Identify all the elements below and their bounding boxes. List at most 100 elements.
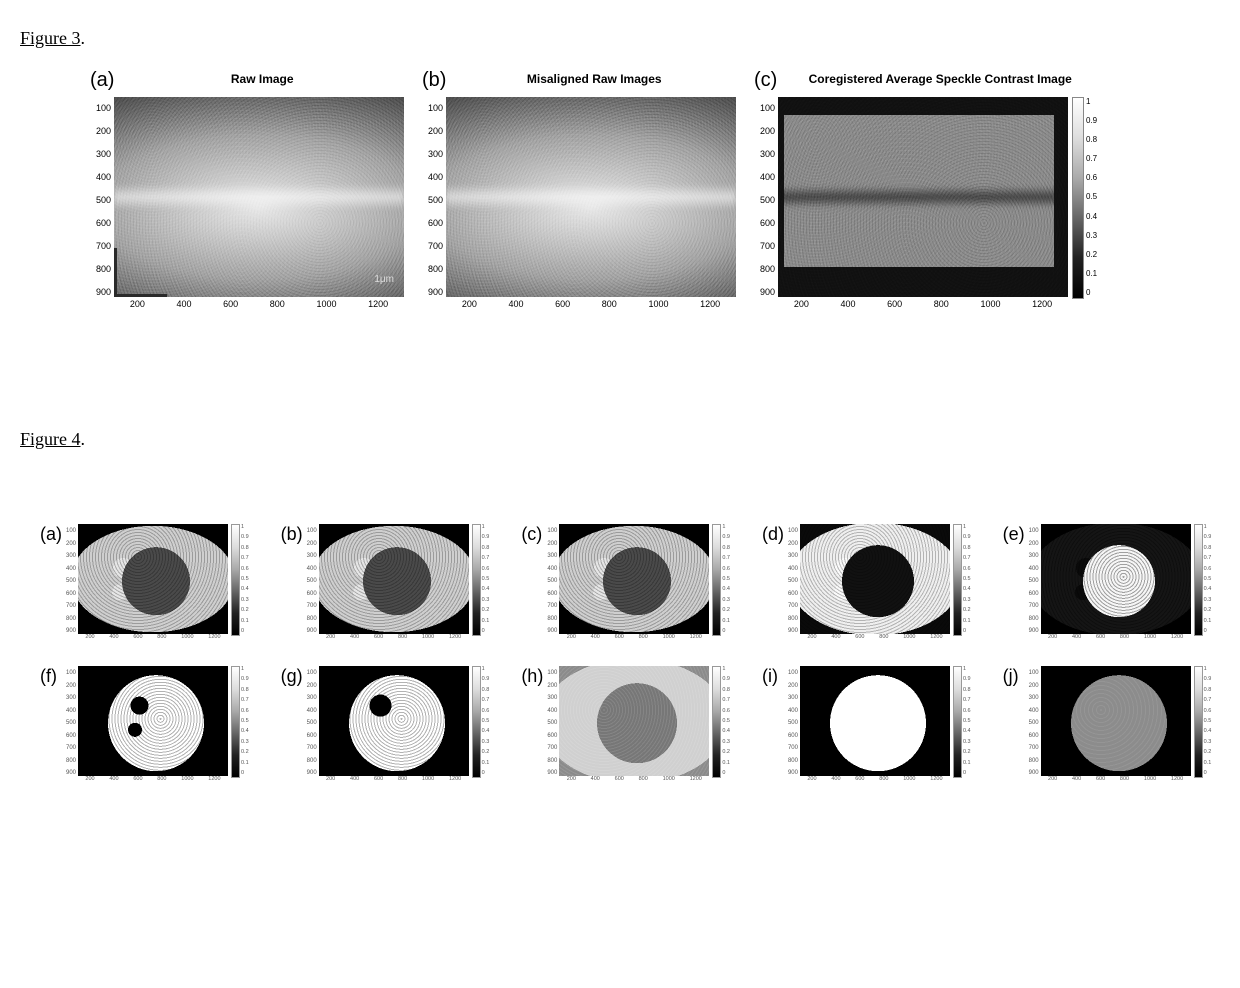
- y-tick-label: 700: [66, 603, 76, 609]
- colorbar-tick-label: 0: [482, 628, 490, 634]
- colorbar-tick-label: 0: [963, 770, 971, 776]
- x-tick-label: 200: [130, 299, 145, 309]
- colorbar-tick-label: 0.5: [963, 576, 971, 582]
- colorbar-tick-label: 1: [963, 666, 971, 672]
- x-tick-label: 200: [462, 299, 477, 309]
- colorbar-tick-label: 0.1: [241, 760, 249, 766]
- x-tick-label: 800: [1120, 634, 1129, 640]
- colorbar-tick-label: 1: [241, 524, 249, 530]
- panel-title: Raw Image: [120, 63, 404, 97]
- x-tick-label: 1000: [980, 299, 1000, 309]
- figure4-panel: (a)10020030040050060070080090010.90.80.7…: [40, 524, 249, 640]
- colorbar-tick-label: 0.4: [722, 728, 730, 734]
- y-tick-label: 700: [307, 745, 317, 751]
- y-ticks: 100200300400500600700800900: [788, 524, 800, 634]
- panel-letter: (b): [281, 524, 307, 545]
- colorbar-ticks: 10.90.80.70.60.50.40.30.20.10: [240, 666, 249, 776]
- x-ticks: 20040060080010001200: [559, 634, 709, 640]
- colorbar-tick-label: 0.4: [482, 586, 490, 592]
- y-tick-label: 400: [307, 566, 317, 572]
- colorbar: 10.90.80.70.60.50.40.30.20.10: [1072, 97, 1097, 297]
- x-tick-label: 400: [840, 299, 855, 309]
- y-tick-label: 700: [788, 745, 798, 751]
- colorbar-tick-label: 0: [1086, 288, 1097, 297]
- colorbar-tick-label: 0.4: [241, 586, 249, 592]
- x-tick-label: 400: [591, 634, 600, 640]
- x-tick-label: 1000: [316, 299, 336, 309]
- x-ticks: 20040060080010001200: [1041, 634, 1191, 640]
- y-tick-label: 900: [422, 287, 443, 297]
- plot-image: [319, 666, 469, 776]
- colorbar-ticks: 10.90.80.70.60.50.40.30.20.10: [721, 524, 730, 634]
- plot-image: [446, 97, 736, 297]
- colorbar-tick-label: 0.3: [241, 597, 249, 603]
- x-tick-label: 800: [879, 776, 888, 782]
- plot-image: 1μm: [114, 97, 404, 297]
- y-tick-label: 500: [307, 578, 317, 584]
- x-tick-label: 1000: [663, 776, 675, 782]
- x-tick-label: 1000: [422, 634, 434, 640]
- colorbar-tick-label: 0.8: [722, 545, 730, 551]
- y-ticks: 100200300400500600700800900: [307, 524, 319, 634]
- colorbar-tick-label: 0.1: [963, 618, 971, 624]
- colorbar-tick-label: 0.2: [1204, 749, 1212, 755]
- colorbar-gradient: [953, 666, 962, 778]
- colorbar-tick-label: 0.8: [482, 545, 490, 551]
- y-tick-label: 500: [66, 578, 76, 584]
- y-ticks: 100200300400500600700800900: [66, 666, 78, 776]
- y-tick-label: 600: [1029, 733, 1039, 739]
- colorbar-tick-label: 0.4: [963, 586, 971, 592]
- y-tick-label: 300: [66, 553, 76, 559]
- y-tick-label: 600: [788, 733, 798, 739]
- x-tick-label: 1200: [208, 634, 220, 640]
- colorbar-tick-label: 1: [1204, 524, 1212, 530]
- colorbar-tick-label: 1: [241, 666, 249, 672]
- colorbar-ticks: 10.90.80.70.60.50.40.30.20.10: [240, 524, 249, 634]
- figure3-heading: Figure 3.: [20, 28, 1220, 49]
- x-tick-label: 400: [176, 299, 191, 309]
- x-ticks: 20040060080010001200: [446, 297, 736, 309]
- y-tick-label: 500: [90, 195, 111, 205]
- colorbar-ticks: 10.90.80.70.60.50.40.30.20.10: [1084, 97, 1097, 297]
- y-tick-label: 100: [1029, 670, 1039, 676]
- y-tick-label: 100: [422, 103, 443, 113]
- y-tick-label: 500: [422, 195, 443, 205]
- y-tick-label: 300: [66, 695, 76, 701]
- y-tick-label: 400: [547, 566, 557, 572]
- colorbar-tick-label: 0.2: [241, 607, 249, 613]
- colorbar-tick-label: 1: [722, 666, 730, 672]
- colorbar-tick-label: 0.3: [482, 597, 490, 603]
- colorbar-tick-label: 0.6: [722, 566, 730, 572]
- colorbar-tick-label: 0.6: [241, 566, 249, 572]
- figure4-panel: (b)10020030040050060070080090010.90.80.7…: [281, 524, 490, 640]
- colorbar-tick-label: 0.1: [963, 760, 971, 766]
- colorbar-tick-label: 0.6: [722, 708, 730, 714]
- y-tick-label: 300: [788, 695, 798, 701]
- figure3-panel: (c)Coregistered Average Speckle Contrast…: [754, 63, 1097, 309]
- y-tick-label: 100: [788, 670, 798, 676]
- figure3-heading-tail: .: [81, 28, 86, 48]
- y-tick-label: 500: [547, 578, 557, 584]
- x-ticks: 20040060080010001200: [78, 634, 228, 640]
- x-tick-label: 1200: [690, 776, 702, 782]
- colorbar-tick-label: 0.1: [1204, 618, 1212, 624]
- y-tick-label: 800: [1029, 758, 1039, 764]
- panel-letter: (a): [90, 63, 114, 97]
- colorbar-ticks: 10.90.80.70.60.50.40.30.20.10: [1203, 666, 1212, 776]
- colorbar-tick-label: 0: [482, 770, 490, 776]
- x-tick-label: 1200: [449, 634, 461, 640]
- colorbar-tick-label: 0.5: [1086, 192, 1097, 201]
- colorbar-tick-label: 0.9: [1204, 534, 1212, 540]
- colorbar-tick-label: 0.8: [241, 545, 249, 551]
- colorbar-ticks: 10.90.80.70.60.50.40.30.20.10: [1203, 524, 1212, 634]
- y-tick-label: 100: [66, 670, 76, 676]
- colorbar-tick-label: 0.3: [722, 739, 730, 745]
- figure4-panel: (j)10020030040050060070080090010.90.80.7…: [1003, 666, 1212, 782]
- colorbar: 10.90.80.70.60.50.40.30.20.10: [472, 666, 490, 776]
- plot-image: [800, 524, 950, 634]
- y-tick-label: 300: [547, 553, 557, 559]
- plot-image: [778, 97, 1068, 297]
- y-tick-label: 300: [547, 695, 557, 701]
- x-ticks: 20040060080010001200: [800, 634, 950, 640]
- x-tick-label: 400: [831, 634, 840, 640]
